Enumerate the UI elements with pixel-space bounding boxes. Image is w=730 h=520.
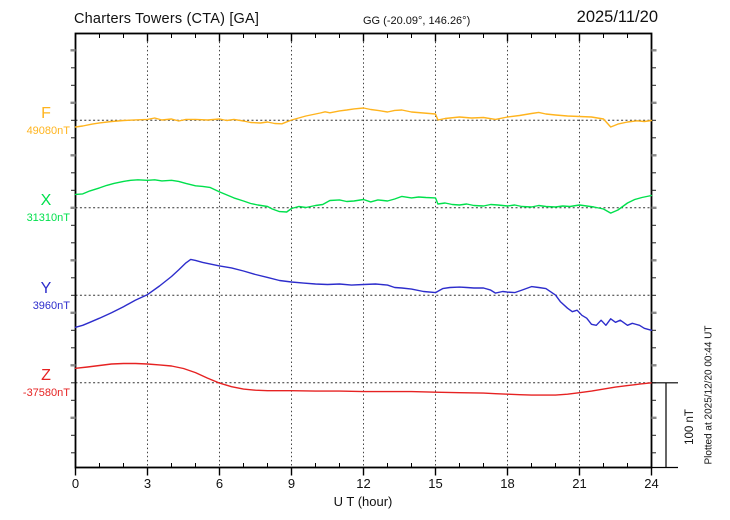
trace-baseline-value-X: 31310nT xyxy=(26,212,70,225)
x-axis-title: U T (hour) xyxy=(333,494,393,509)
trace-baseline-value-Z: -37580nT xyxy=(22,387,70,400)
x-tick-label-6: 6 xyxy=(215,476,224,491)
page-title: Charters Towers (CTA) [GA] xyxy=(74,11,260,27)
plotted-at-note: Plotted at 2025/12/20 00:44 UT xyxy=(703,325,715,465)
x-tick-label-18: 18 xyxy=(500,476,515,491)
plot-date: 2025/11/20 xyxy=(576,8,658,26)
trace-Z xyxy=(74,362,653,396)
x-tick-label-24: 24 xyxy=(644,476,659,491)
plot-border xyxy=(74,32,653,469)
trace-baseline-value-Y: 3960nT xyxy=(32,299,70,312)
x-tick-label-0: 0 xyxy=(71,476,80,491)
x-tick-label-3: 3 xyxy=(143,476,152,491)
x-tick-label-15: 15 xyxy=(428,476,443,491)
x-tick-label-12: 12 xyxy=(356,476,371,491)
trace-letter-Y: Y xyxy=(40,279,52,297)
trace-letter-X: X xyxy=(40,192,52,210)
scale-bar-label: 100 nT xyxy=(684,409,696,445)
trace-X xyxy=(74,179,653,214)
x-tick-label-9: 9 xyxy=(287,476,296,491)
trace-letter-Z: Z xyxy=(41,367,51,385)
x-tick-label-21: 21 xyxy=(572,476,587,491)
trace-baseline-value-F: 49080nT xyxy=(26,124,70,137)
trace-letter-F: F xyxy=(41,104,51,122)
geo-coordinates-label: GG (-20.09°, 146.26°) xyxy=(363,15,471,27)
trace-Y xyxy=(74,258,653,331)
trace-F xyxy=(74,107,653,128)
